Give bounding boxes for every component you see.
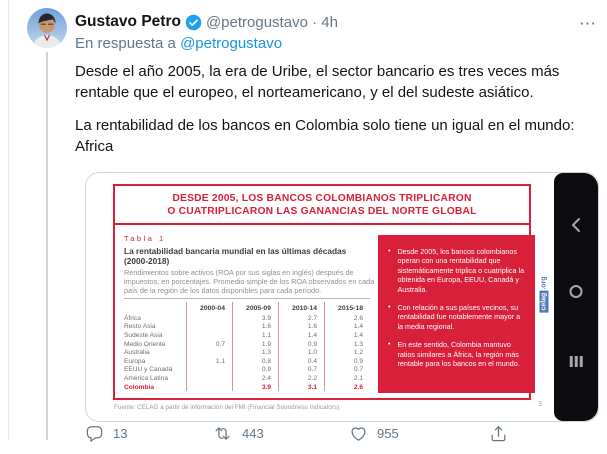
table-row: Europa 1.1 0.8 0.4 0.9 bbox=[124, 356, 370, 366]
reply-count: 13 bbox=[113, 426, 128, 441]
table-header-row: 2000-04 2005-09 2010-14 2015-18 bbox=[124, 302, 370, 314]
table-row: Australia 1.3 1.0 1.2 bbox=[124, 348, 370, 357]
tweet-body: Desde el año 2005, la era de Uribe, el s… bbox=[75, 61, 599, 157]
avatar[interactable] bbox=[27, 8, 67, 48]
table-body: África 3.9 2.7 2.6 Resto Asia 1.6 1.6 1.4 Sudest… bbox=[124, 314, 370, 392]
reply-prefix: En respuesta a bbox=[75, 35, 176, 52]
thread-connector-line bbox=[46, 52, 48, 440]
embedded-image-card[interactable]: DESDE 2005, LOS BANCOS COLOMBIANOS TRIPL… bbox=[85, 172, 599, 422]
table-row: Resto Asia 1.6 1.6 1.4 bbox=[124, 322, 370, 332]
retweet-button[interactable]: 443 bbox=[212, 424, 264, 443]
slide-bullet: • Con relación a sus países vecinos, su r… bbox=[388, 303, 521, 331]
reply-icon bbox=[86, 426, 103, 442]
tweet-action-bar: 13 443 955 bbox=[85, 424, 515, 454]
table-heading: La rentabilidad bancaria mundial en las … bbox=[124, 246, 376, 267]
tweet-paragraph: Desde el año 2005, la era de Uribe, el s… bbox=[75, 63, 560, 101]
table-description: Rendimientos sobre activos (ROA por sus … bbox=[124, 268, 375, 295]
more-options-button[interactable]: ⋯ bbox=[579, 14, 597, 33]
tweet: Gustavo Petro @petrogustavo · 4h En resp… bbox=[75, 13, 599, 157]
table-row: América Latina 2.4 2.2 2.1 bbox=[124, 374, 370, 383]
celag-slide: DESDE 2005, LOS BANCOS COLOMBIANOS TRIPL… bbox=[86, 173, 554, 421]
slide-bullet: • En este sentido, Colombia mantuvo ratio… bbox=[388, 340, 520, 369]
author-name[interactable]: Gustavo Petro bbox=[75, 13, 181, 30]
slide-title: DESDE 2005, LOS BANCOS COLOMBIANOS TRIPL… bbox=[115, 186, 529, 225]
table-row: África 3.9 2.7 2.6 bbox=[124, 314, 370, 323]
table-row: Medio Oriente 0.7 1.9 0.9 1.3 bbox=[124, 339, 370, 349]
recents-bars-icon bbox=[569, 356, 583, 367]
slide-title-line1: DESDE 2005, LOS BANCOS COLOMBIANOS TRIPL… bbox=[172, 193, 472, 204]
watermark-org: .org bbox=[539, 275, 548, 291]
slide-title-line2: O CUATRIPLICARON LAS GANANCIAS DEL NORTE… bbox=[167, 206, 477, 217]
retweet-icon bbox=[215, 427, 230, 440]
source-note: Fuente: CELAG a partir de información de… bbox=[114, 404, 341, 411]
bullet-list: • Desde 2005, los bancos colombianos oper… bbox=[388, 247, 525, 368]
share-icon bbox=[491, 426, 506, 442]
table-heading-line1: La rentabilidad bancaria mundial en las … bbox=[124, 246, 347, 256]
like-button[interactable]: 955 bbox=[349, 424, 399, 443]
reply-handle-link[interactable]: @petrogustavo bbox=[180, 35, 283, 52]
share-button[interactable] bbox=[489, 424, 508, 443]
retweet-count: 443 bbox=[242, 426, 264, 441]
table-heading-line2: (2000-2018) bbox=[124, 255, 170, 266]
table-row: Colombia 3.9 3.1 2.6 bbox=[124, 382, 370, 392]
heart-icon bbox=[351, 427, 366, 441]
like-count: 955 bbox=[377, 426, 399, 441]
tweet-header: Gustavo Petro @petrogustavo · 4h bbox=[75, 13, 599, 31]
table-number-label: Tabla 1 bbox=[124, 234, 166, 243]
slide-red-frame: DESDE 2005, LOS BANCOS COLOMBIANOS TRIPL… bbox=[113, 184, 535, 400]
reply-context: En respuesta a @petrogustavo bbox=[75, 35, 599, 52]
phone-bezel bbox=[554, 173, 598, 421]
table-row: Sudeste Asia 1.1 1.4 1.4 bbox=[124, 331, 370, 340]
celag-watermark: celag.org bbox=[537, 275, 550, 313]
key-points-box: • Desde 2005, los bancos colombianos oper… bbox=[378, 235, 535, 393]
avatar-photo bbox=[27, 8, 67, 48]
verified-badge-icon bbox=[185, 14, 202, 31]
back-chevron-icon bbox=[571, 217, 581, 238]
tweet-paragraph: La rentabilidad de los bancos en Colombi… bbox=[75, 117, 575, 155]
column-border bbox=[8, 0, 9, 440]
reply-button[interactable]: 13 bbox=[85, 424, 127, 443]
page-number: 3 bbox=[538, 401, 542, 408]
watermark-celag: celag bbox=[539, 290, 548, 313]
table-row: EEUU y Canadá 0.9 0.7 0.7 bbox=[124, 365, 370, 375]
slide-bullet: • Desde 2005, los bancos colombianos oper… bbox=[388, 247, 525, 294]
author-handle-time[interactable]: @petrogustavo · 4h bbox=[205, 13, 338, 31]
home-circle-icon bbox=[569, 285, 583, 298]
roa-table: 2000-04 2005-09 2010-14 2015-18 África 3.9 2.… bbox=[124, 298, 370, 392]
